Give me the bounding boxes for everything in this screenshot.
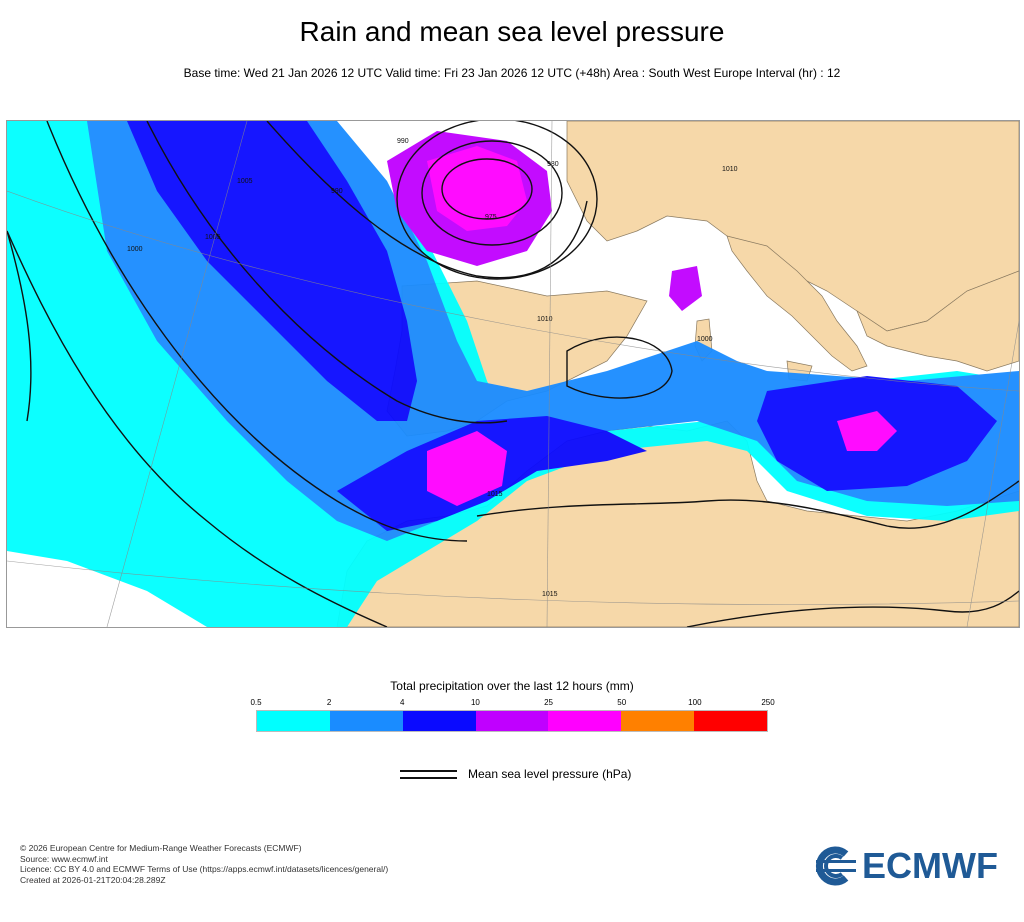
footer-credits: © 2026 European Centre for Medium-Range … (20, 843, 388, 885)
scale-label: 50 (617, 698, 627, 707)
precip-blue-core-west (127, 121, 417, 421)
precip-color-scale (256, 710, 768, 732)
isobar-labels: 990 980 975 990 1005 1005 1000 1010 1000… (127, 138, 738, 598)
isobar-label: 1010 (722, 166, 738, 173)
isobar-layer (7, 121, 1019, 627)
precip-magenta-south (427, 431, 507, 506)
isobar-label: 1000 (697, 336, 713, 343)
map-canvas: 990 980 975 990 1005 1005 1000 1010 1000… (7, 121, 1019, 627)
footer-line: Created at 2026-01-21T20:04:28.289Z (20, 874, 166, 885)
isobar-low-mid (421, 140, 563, 246)
isobar-west (7, 230, 32, 422)
isobar-label: 990 (397, 138, 409, 145)
graticule (7, 121, 1019, 627)
ecmwf-logo: ECMWF (812, 846, 1008, 886)
isobar-africa (476, 480, 1019, 529)
scale-label: 250 (761, 698, 775, 707)
isobar-arc-2 (146, 121, 508, 424)
isobar-label: 1015 (487, 491, 503, 498)
scale-label: 4 (400, 698, 405, 707)
pressure-legend: Mean sea level pressure (hPa) (400, 765, 700, 785)
footer-line: Licence: CC BY 4.0 and ECMWF Terms of Us… (20, 864, 389, 874)
pressure-line-swatch (400, 777, 457, 779)
isobar-arc-4 (7, 230, 388, 627)
precip-scale-labels: 0.5 2 4 10 25 50 100 250 (250, 698, 774, 710)
scale-label: 25 (544, 698, 554, 707)
land-balkans (856, 270, 1019, 372)
isobar-arc-3 (46, 121, 468, 542)
chart-subtitle: Base time: Wed 21 Jan 2026 12 UTC Valid … (183, 66, 841, 80)
scale-segment (621, 711, 695, 731)
scale-label: 2 (326, 698, 332, 707)
chart-title: Rain and mean sea level pressure (299, 16, 725, 47)
isobar-label: 975 (485, 214, 497, 221)
forecast-map: 990 980 975 990 1005 1005 1000 1010 1000… (6, 120, 1020, 628)
ecmwf-logo-text: ECMWF (862, 845, 998, 886)
precip-layer (7, 121, 1019, 627)
scale-segment (257, 711, 330, 731)
isobar-africa-south (686, 590, 1019, 627)
scale-segment (694, 711, 768, 731)
scale-label: 100 (688, 698, 702, 707)
isobar-med-centre (566, 336, 673, 399)
scale-label: 0.5 (250, 698, 262, 707)
isobar-arc-1 (266, 121, 588, 279)
isobar-label: 1005 (237, 178, 253, 185)
precip-magenta-east (837, 411, 897, 451)
scale-segment (402, 711, 476, 731)
isobar-label: 1005 (205, 234, 221, 241)
isobar-label: 1015 (542, 591, 558, 598)
scale-label: 10 (470, 698, 480, 707)
isobar-label: 980 (547, 161, 559, 168)
precip-legend-title: Total precipitation over the last 12 hou… (390, 679, 634, 693)
scale-segment (548, 711, 622, 731)
precip-magenta-italy (669, 266, 702, 311)
precip-magenta-low (427, 146, 527, 231)
isobar-label: 1010 (537, 316, 553, 323)
pressure-legend-label: Mean sea level pressure (hPa) (468, 767, 632, 781)
scale-segment (329, 711, 403, 731)
isobar-low-inner (441, 158, 533, 220)
isobar-label: 1000 (127, 246, 143, 253)
isobar-label: 990 (331, 188, 343, 195)
footer-line: Source: www.ecmwf.int (20, 853, 108, 864)
land-italy (726, 235, 868, 372)
scale-segment (475, 711, 549, 731)
footer-line: © 2026 European Centre for Medium-Range … (20, 843, 302, 853)
ecmwf-logo-icon (815, 846, 856, 886)
pressure-line-swatch (400, 770, 457, 772)
isobar-low-outer (396, 121, 598, 280)
